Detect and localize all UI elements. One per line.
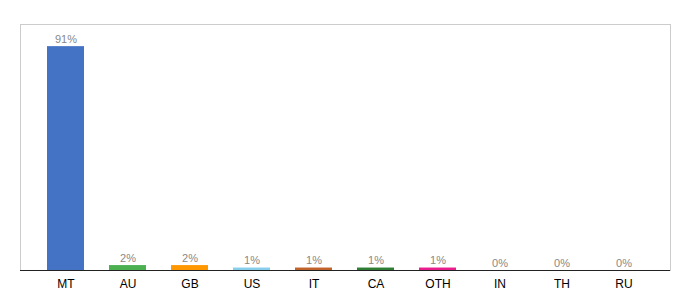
svg-text:AU: AU: [120, 277, 137, 291]
svg-text:TH: TH: [554, 277, 570, 291]
svg-text:2%: 2%: [120, 252, 136, 264]
svg-text:IN: IN: [494, 277, 506, 291]
svg-text:1%: 1%: [244, 254, 260, 266]
svg-text:1%: 1%: [430, 254, 446, 266]
svg-text:91%: 91%: [55, 33, 77, 45]
svg-text:OTH: OTH: [425, 277, 450, 291]
svg-text:US: US: [244, 277, 261, 291]
svg-text:MT: MT: [57, 277, 75, 291]
svg-text:1%: 1%: [306, 254, 322, 266]
svg-text:2%: 2%: [182, 252, 198, 264]
svg-text:IT: IT: [309, 277, 320, 291]
svg-text:0%: 0%: [554, 257, 570, 269]
svg-text:0%: 0%: [492, 257, 508, 269]
svg-text:0%: 0%: [616, 257, 632, 269]
svg-text:CA: CA: [368, 277, 385, 291]
svg-text:GB: GB: [181, 277, 198, 291]
svg-text:1%: 1%: [368, 254, 384, 266]
svg-text:RU: RU: [615, 277, 632, 291]
